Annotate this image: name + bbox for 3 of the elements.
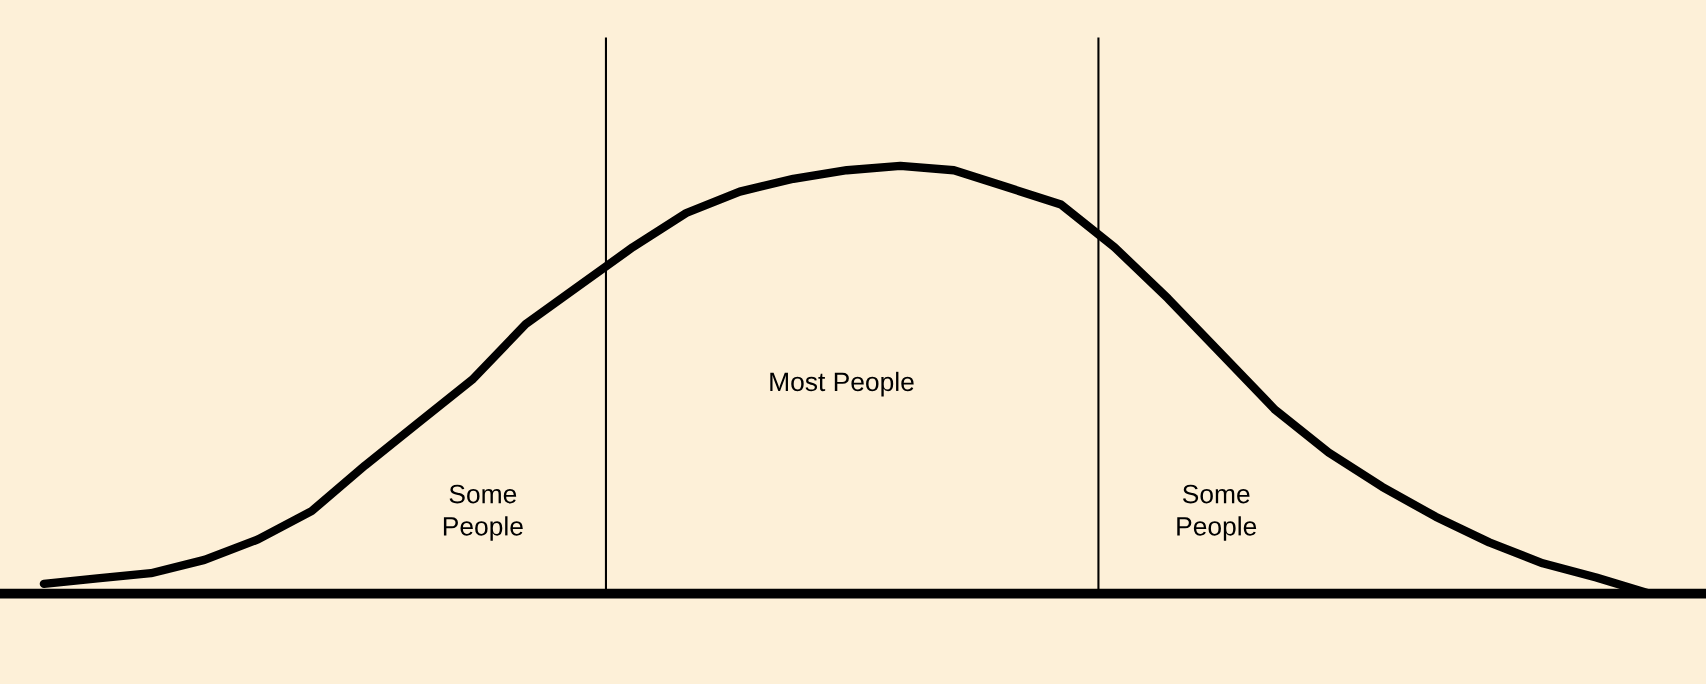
annotation: Some People [443,484,523,541]
annotation: Most People [770,371,914,397]
annotation: Some People [1177,484,1257,541]
